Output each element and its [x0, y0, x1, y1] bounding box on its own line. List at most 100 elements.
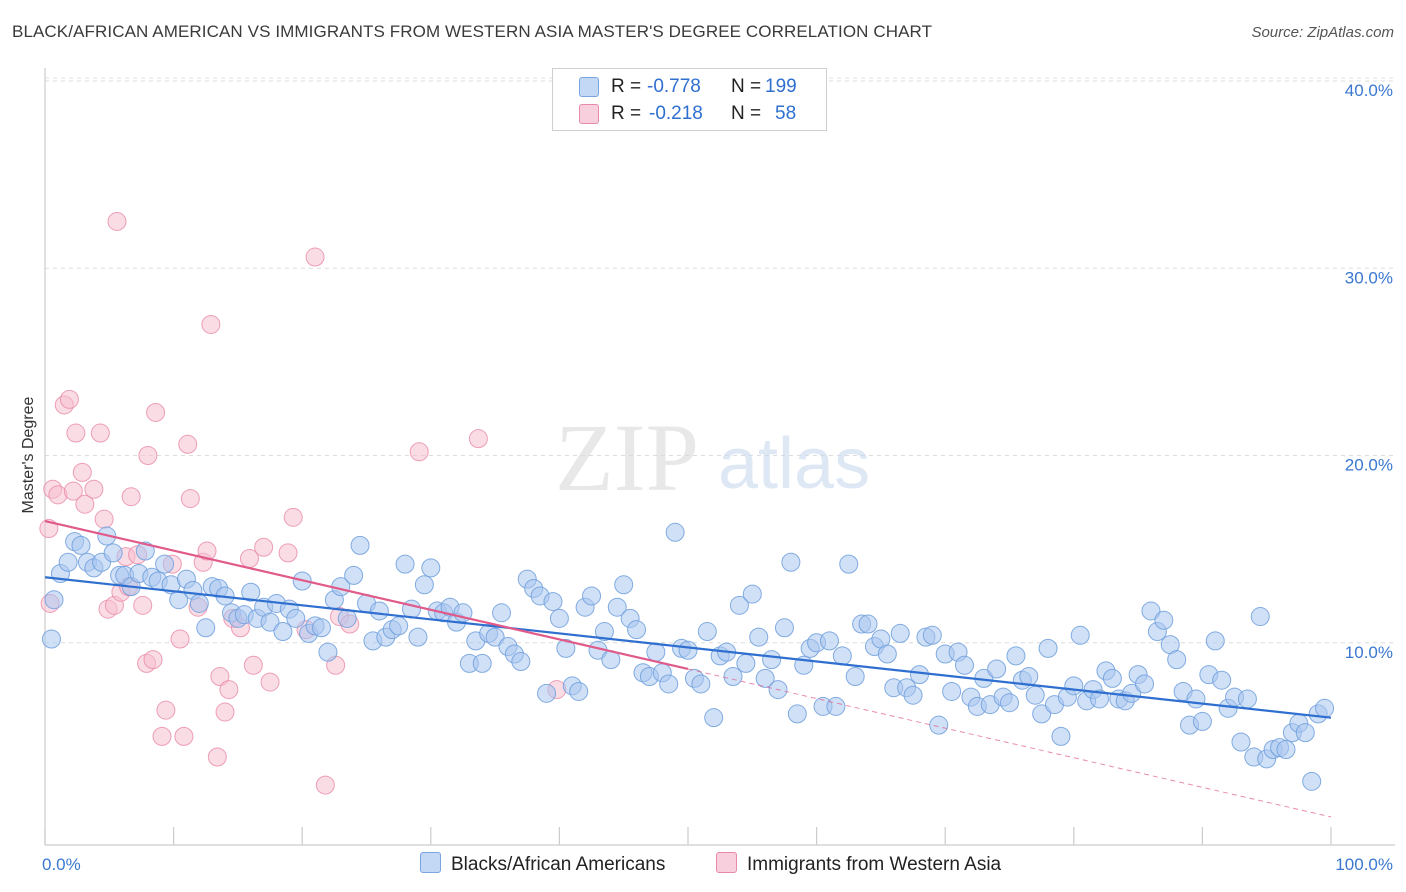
watermark-zip: ZIP: [555, 404, 699, 511]
data-point-blacks: [1315, 698, 1335, 718]
data-point-blacks: [845, 666, 865, 686]
data-point-immigrants: [146, 402, 166, 422]
legend-n-label: N =: [731, 103, 762, 124]
data-point-immigrants: [278, 543, 298, 563]
watermark-atlas: atlas: [718, 424, 870, 504]
data-point-blacks: [1186, 689, 1206, 709]
data-point-blacks: [742, 584, 762, 604]
data-point-immigrants: [143, 650, 163, 670]
data-point-blacks: [537, 683, 557, 703]
legend-n-label: N =: [731, 76, 762, 97]
data-point-blacks: [1032, 704, 1052, 724]
data-point-blacks: [389, 616, 409, 636]
data-point-blacks: [286, 608, 306, 628]
chart-source: Source: ZipAtlas.com: [1251, 24, 1394, 41]
data-point-blacks: [858, 614, 878, 634]
bottom-legend-swatch-pink: [716, 852, 737, 873]
data-point-immigrants: [156, 700, 176, 720]
data-point-blacks: [556, 638, 576, 658]
trend-line-blacks: [44, 576, 1332, 719]
data-point-blacks: [691, 674, 711, 694]
data-point-immigrants: [207, 747, 227, 767]
data-point-blacks: [942, 681, 962, 701]
data-point-blacks: [749, 627, 769, 647]
data-point-blacks: [395, 554, 415, 574]
data-point-blacks: [402, 599, 422, 619]
data-point-blacks: [414, 575, 434, 595]
watermark: ZIP atlas: [555, 404, 870, 511]
legend-swatch-pink: [579, 104, 599, 124]
bottom-legend-label: Blacks/African Americans: [451, 854, 666, 875]
data-point-blacks: [260, 612, 280, 632]
data-point-blacks: [1090, 689, 1110, 709]
data-point-blacks: [169, 590, 189, 610]
data-point-immigrants: [121, 487, 141, 507]
data-point-blacks: [1141, 601, 1161, 621]
data-point-blacks: [954, 655, 974, 675]
data-point-immigrants: [210, 666, 230, 686]
data-point-blacks: [614, 575, 634, 595]
data-point-blacks: [826, 696, 846, 716]
data-point-blacks: [903, 685, 923, 705]
data-point-blacks: [44, 590, 64, 610]
data-point-blacks: [987, 659, 1007, 679]
data-point-blacks: [627, 620, 647, 640]
data-point-immigrants: [305, 247, 325, 267]
data-point-blacks: [659, 674, 679, 694]
data-point-blacks: [729, 595, 749, 615]
data-point-blacks: [344, 565, 364, 585]
data-point-blacks: [781, 552, 801, 572]
data-point-immigrants: [468, 429, 488, 449]
data-point-blacks: [549, 608, 569, 628]
x-axis-tick-labels: 0.0% 100.0%: [42, 855, 1393, 874]
data-point-immigrants: [133, 595, 153, 615]
data-point-blacks: [1135, 674, 1155, 694]
data-point-blacks: [762, 650, 782, 670]
y-tick-label: 10.0%: [1345, 643, 1393, 662]
data-point-immigrants: [409, 442, 429, 462]
y-tick-label: 20.0%: [1345, 456, 1393, 475]
axes: [44, 68, 1395, 846]
data-point-immigrants: [66, 423, 86, 443]
data-point-immigrants: [254, 537, 274, 557]
x-tick-label: 100.0%: [1335, 855, 1393, 874]
data-point-immigrants: [201, 314, 221, 334]
data-point-blacks: [196, 618, 216, 638]
data-point-blacks: [922, 625, 942, 645]
data-point-blacks: [337, 608, 357, 628]
data-point-immigrants: [180, 489, 200, 509]
data-point-blacks: [71, 535, 91, 555]
data-point-blacks: [1122, 683, 1142, 703]
bottom-legend-blacks: Blacks/African Americans: [420, 852, 665, 876]
data-point-blacks: [877, 644, 897, 664]
data-point-immigrants: [75, 494, 95, 514]
legend-r-value: -0.218: [649, 103, 703, 124]
chart-title: BLACK/AFRICAN AMERICAN VS IMMIGRANTS FRO…: [12, 22, 933, 41]
data-point-blacks: [607, 597, 627, 617]
legend-n-value: 199: [765, 76, 797, 97]
data-point-blacks: [543, 592, 563, 612]
data-point-blacks: [135, 541, 155, 561]
data-point-blacks: [697, 622, 717, 642]
legend-row-blacks: R = -0.778 N = 199: [553, 73, 826, 99]
y-tick-label: 30.0%: [1345, 268, 1393, 287]
data-point-blacks: [1237, 689, 1257, 709]
data-point-blacks: [1006, 646, 1026, 666]
y-tick-label: 40.0%: [1345, 81, 1393, 100]
data-point-blacks: [1038, 638, 1058, 658]
data-point-blacks: [155, 554, 175, 574]
data-point-blacks: [582, 586, 602, 606]
data-point-immigrants: [84, 479, 104, 499]
bottom-legend-swatch-blue: [420, 852, 441, 873]
data-point-blacks: [1212, 670, 1232, 690]
data-point-blacks: [594, 622, 614, 642]
data-point-blacks: [1102, 668, 1122, 688]
data-point-blacks: [832, 646, 852, 666]
data-point-immigrants: [107, 211, 127, 231]
data-point-immigrants: [63, 481, 83, 501]
data-point-blacks: [839, 554, 859, 574]
data-point-blacks: [1302, 771, 1322, 791]
data-point-blacks: [369, 601, 389, 621]
data-point-blacks: [511, 651, 531, 671]
data-point-blacks: [665, 522, 685, 542]
